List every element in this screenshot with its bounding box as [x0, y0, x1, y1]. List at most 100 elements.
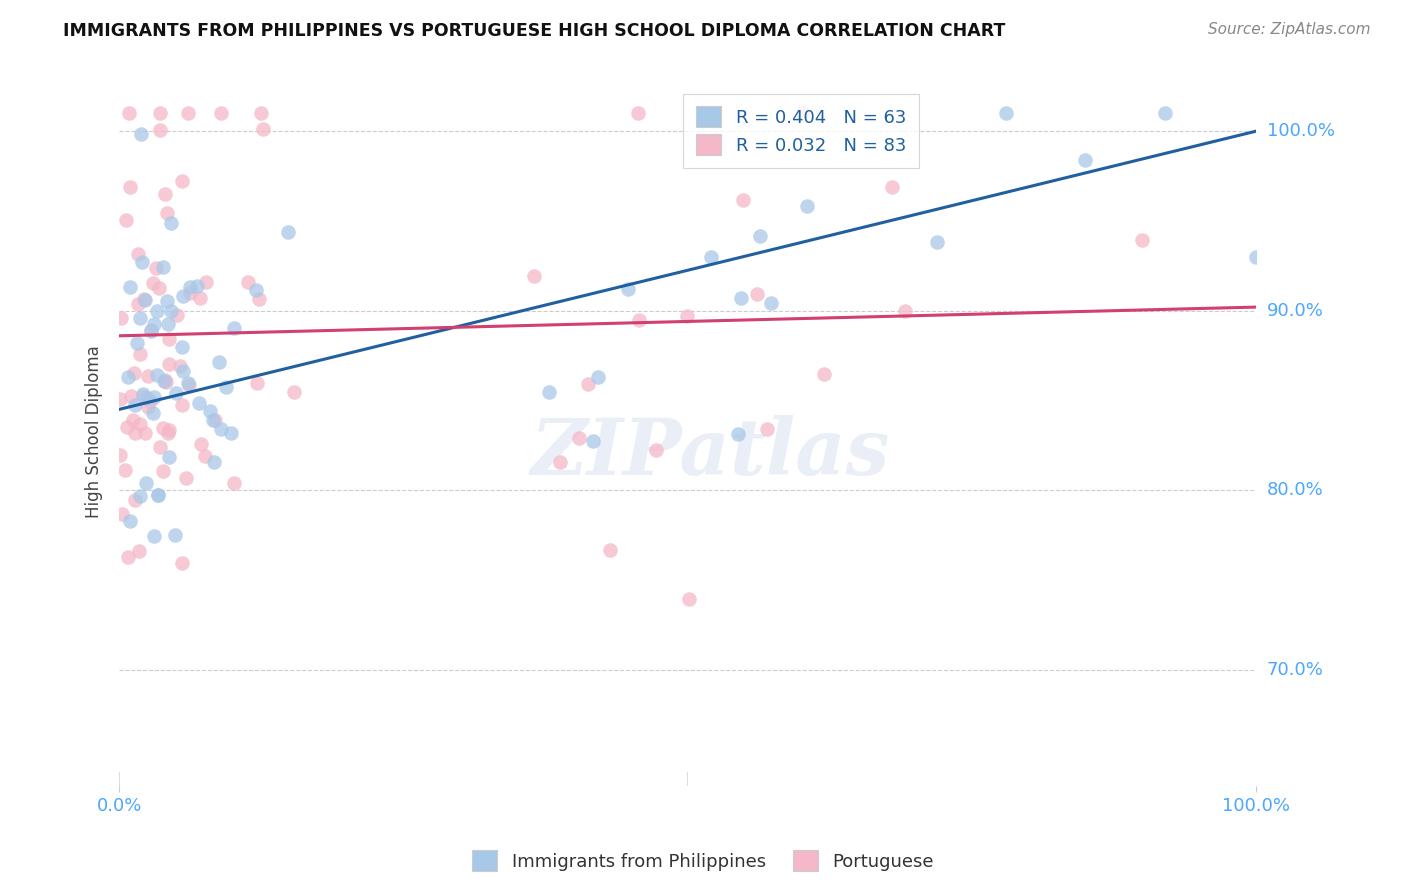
Point — [136, 368, 159, 383]
Point — [153, 187, 176, 202]
Point — [142, 318, 165, 332]
Point — [748, 229, 770, 244]
Text: ZIPatlas: ZIPatlas — [530, 415, 890, 491]
Point — [124, 493, 146, 508]
Point — [129, 347, 152, 361]
Point — [188, 292, 211, 306]
Point — [153, 374, 176, 388]
Point — [117, 370, 139, 384]
Text: 70.0%: 70.0% — [1267, 660, 1323, 679]
Point — [118, 180, 141, 194]
Point — [156, 426, 179, 441]
Point — [813, 368, 835, 382]
Legend: Immigrants from Philippines, Portuguese: Immigrants from Philippines, Portuguese — [465, 843, 941, 879]
Point — [108, 448, 131, 462]
Point — [246, 376, 269, 391]
Point — [134, 293, 156, 307]
Point — [129, 310, 152, 325]
Point — [599, 543, 621, 558]
Point — [131, 389, 153, 403]
Point — [252, 121, 274, 136]
Point — [170, 174, 193, 188]
Text: 80.0%: 80.0% — [1267, 481, 1323, 500]
Point — [128, 544, 150, 558]
Point — [127, 335, 149, 350]
Point — [172, 289, 194, 303]
Point — [222, 476, 245, 491]
Point — [127, 296, 149, 310]
Point — [170, 340, 193, 354]
Point — [537, 385, 560, 400]
Point — [172, 398, 194, 412]
Legend: R = 0.404   N = 63, R = 0.032   N = 83: R = 0.404 N = 63, R = 0.032 N = 83 — [683, 94, 918, 168]
Point — [157, 357, 180, 371]
Point — [678, 592, 700, 607]
Point — [128, 489, 150, 503]
Point — [1074, 153, 1097, 168]
Point — [169, 359, 191, 373]
Point — [190, 436, 212, 450]
Point — [283, 384, 305, 399]
Point — [138, 394, 160, 409]
Point — [142, 406, 165, 420]
Point — [245, 283, 267, 297]
Point — [134, 425, 156, 440]
Point — [160, 303, 183, 318]
Point — [792, 106, 814, 120]
Point — [142, 276, 165, 290]
Point — [120, 280, 142, 294]
Point — [576, 376, 599, 391]
Point — [159, 216, 181, 230]
Point — [110, 311, 132, 326]
Text: 100.0%: 100.0% — [1267, 122, 1334, 140]
Point — [195, 275, 218, 289]
Point — [1244, 250, 1267, 264]
Point — [219, 425, 242, 440]
Point — [756, 422, 779, 436]
Point — [198, 404, 221, 418]
Text: Source: ZipAtlas.com: Source: ZipAtlas.com — [1208, 22, 1371, 37]
Point — [146, 488, 169, 502]
Point — [186, 279, 208, 293]
Point — [136, 400, 159, 414]
Point — [209, 106, 232, 120]
Point — [204, 413, 226, 427]
Point — [745, 286, 768, 301]
Point — [115, 213, 138, 227]
Point — [179, 286, 201, 301]
Point — [129, 417, 152, 432]
Point — [880, 180, 903, 194]
Point — [727, 427, 749, 442]
Point — [700, 250, 723, 264]
Point — [156, 294, 179, 309]
Point — [644, 442, 666, 457]
Point — [730, 291, 752, 305]
Point — [247, 292, 270, 306]
Point — [135, 391, 157, 405]
Point — [156, 206, 179, 220]
Point — [127, 246, 149, 260]
Point — [108, 392, 131, 406]
Point — [146, 368, 169, 382]
Point — [142, 390, 165, 404]
Point — [152, 464, 174, 478]
Point — [582, 434, 605, 449]
Point — [277, 225, 299, 239]
Point — [118, 106, 141, 120]
Point — [132, 293, 155, 307]
Point — [146, 488, 169, 502]
Point — [145, 261, 167, 276]
Point — [157, 333, 180, 347]
Point — [796, 199, 818, 213]
Point — [120, 389, 142, 403]
Point — [1130, 234, 1153, 248]
Point — [149, 440, 172, 454]
Point — [236, 275, 259, 289]
Point — [250, 106, 273, 120]
Point — [157, 450, 180, 464]
Y-axis label: High School Diploma: High School Diploma — [86, 345, 103, 518]
Point — [194, 449, 217, 463]
Point — [627, 106, 650, 120]
Point — [152, 260, 174, 275]
Point — [145, 304, 167, 318]
